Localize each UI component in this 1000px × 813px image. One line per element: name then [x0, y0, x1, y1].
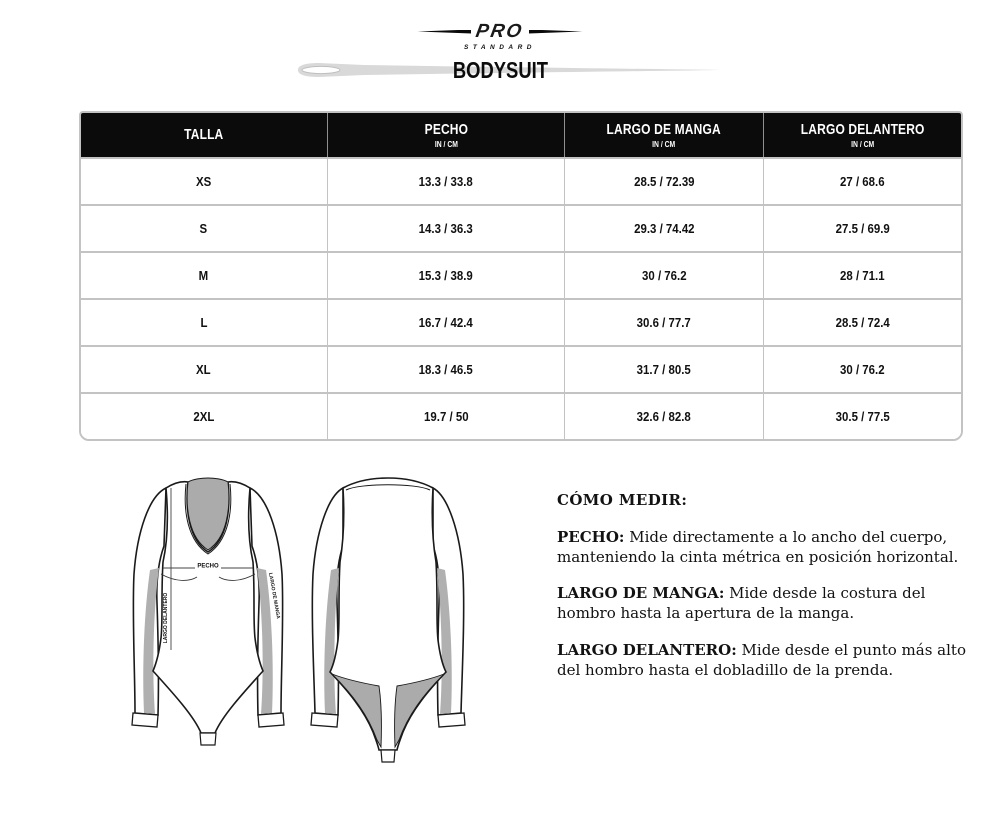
needle-icon	[298, 63, 721, 77]
column-unit: IN / CM	[434, 138, 458, 149]
size-row-m: M 15.3 / 38.9 30 / 76.2 28 / 71.1	[81, 251, 961, 299]
size-cell: 19.7 / 50	[327, 392, 566, 439]
size-label-cell: XS	[81, 157, 328, 205]
bodysuit-back-icon	[310, 477, 466, 763]
size-cell: 18.3 / 46.5	[327, 345, 566, 393]
size-cell: 30 / 76.2	[763, 345, 961, 393]
logo-speed-line-right	[528, 29, 583, 34]
size-table-wrap: TALLA PECHO IN / CM LARGO DE MANGA IN / …	[79, 111, 963, 441]
size-label-cell: 2XL	[81, 392, 328, 439]
column-label: LARGO DE MANGA	[606, 121, 722, 138]
size-cell: 30.6 / 77.7	[564, 298, 764, 346]
size-row-l: L 16.7 / 42.4 30.6 / 77.7 28.5 / 72.4	[81, 298, 961, 346]
size-cell: 31.7 / 80.5	[564, 345, 764, 393]
size-cell: 27 / 68.6	[763, 157, 961, 205]
measure-item-largo-de-manga: LARGO DE MANGA: Mide desde la costura de…	[557, 584, 969, 624]
column-header-pecho: PECHO IN / CM	[327, 113, 566, 158]
measure-term: PECHO:	[557, 527, 625, 546]
size-label-cell: XL	[81, 345, 328, 393]
size-cell: 29.3 / 74.42	[564, 204, 764, 252]
size-cell: 28.5 / 72.39	[564, 157, 764, 205]
size-cell: 30.5 / 77.5	[763, 392, 961, 439]
column-header-largo-de-manga: LARGO DE MANGA IN / CM	[564, 113, 764, 158]
size-label-cell: S	[81, 204, 328, 252]
column-label: PECHO	[424, 121, 468, 138]
bodysuit-back-diagram	[288, 472, 488, 769]
size-label-cell: L	[81, 298, 328, 346]
brand-logo: PRO STANDARD	[0, 21, 1000, 51]
size-row-2xl: 2XL 19.7 / 50 32.6 / 82.8 30.5 / 77.5	[81, 392, 961, 439]
measure-text: Mide desde la costura del hombro hasta l…	[557, 584, 926, 623]
size-row-xs: XS 13.3 / 33.8 28.5 / 72.39 27 / 68.6	[81, 157, 961, 205]
measure-text: Mide desde el punto más alto del hombro …	[557, 640, 966, 679]
page-title: BODYSUIT	[452, 57, 548, 83]
size-row-s: S 14.3 / 36.3 29.3 / 74.42 27.5 / 69.9	[81, 204, 961, 252]
size-cell: 14.3 / 36.3	[327, 204, 566, 252]
measure-term: LARGO DELANTERO:	[557, 640, 737, 659]
size-cell: 16.7 / 42.4	[327, 298, 566, 346]
how-to-measure-heading: CÓMO MEDIR:	[557, 491, 688, 509]
size-table: TALLA PECHO IN / CM LARGO DE MANGA IN / …	[81, 113, 961, 439]
column-label: TALLA	[184, 125, 224, 143]
size-cell: 28 / 71.1	[763, 251, 961, 299]
size-row-xl: XL 18.3 / 46.5 31.7 / 80.5 30 / 76.2	[81, 345, 961, 393]
column-header-largo-delantero: LARGO DELANTERO IN / CM	[763, 113, 961, 158]
measure-item-largo-delantero: LARGO DELANTERO: Mide desde el punto más…	[557, 641, 969, 681]
how-to-measure-section: CÓMO MEDIR: PECHO: Mide directamente a l…	[557, 491, 969, 698]
needle-graphic	[292, 59, 724, 81]
size-cell: 32.6 / 82.8	[564, 392, 764, 439]
column-unit: IN / CM	[652, 138, 676, 149]
size-label-cell: M	[81, 251, 328, 299]
column-unit: IN / CM	[850, 138, 874, 149]
measure-item-pecho: PECHO: Mide directamente a lo ancho del …	[557, 528, 969, 568]
measure-term: LARGO DE MANGA:	[557, 584, 725, 603]
diagram-label-pecho: PECHO	[197, 564, 219, 570]
size-cell: 28.5 / 72.4	[763, 298, 961, 346]
size-cell: 15.3 / 38.9	[327, 251, 566, 299]
measure-text: Mide directamente a lo ancho del cuerpo,…	[557, 527, 959, 566]
bodysuit-front-icon: PECHO LARGO DELANTERO LARGO DE MANGA	[131, 477, 285, 746]
brand-wordmark: PRO	[474, 21, 526, 42]
column-header-talla: TALLA	[81, 113, 328, 158]
diagram-label-largo-delantero: LARGO DELANTERO	[163, 593, 169, 644]
brand-subtitle: STANDARD	[464, 44, 536, 51]
column-label: LARGO DELANTERO	[800, 121, 925, 138]
logo-speed-line-left	[417, 29, 472, 34]
size-table-header-row: TALLA PECHO IN / CM LARGO DE MANGA IN / …	[81, 113, 961, 158]
size-cell: 27.5 / 69.9	[763, 204, 961, 252]
size-cell: 13.3 / 33.8	[327, 157, 566, 205]
size-cell: 30 / 76.2	[564, 251, 764, 299]
bodysuit-front-diagram: PECHO LARGO DELANTERO LARGO DE MANGA	[103, 468, 313, 765]
